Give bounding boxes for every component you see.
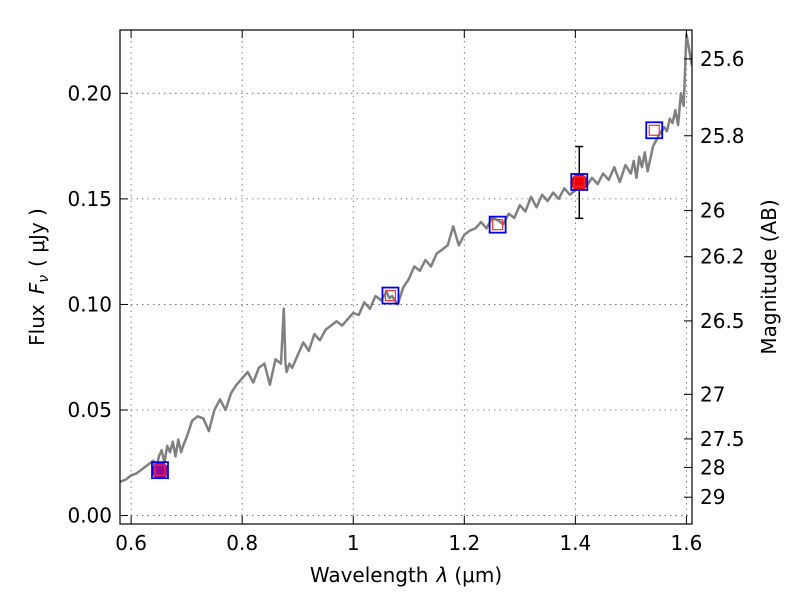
model-box xyxy=(381,286,400,305)
y2-axis-title: Magnitude (AB) xyxy=(757,199,781,354)
y2-tick-label: 26.2 xyxy=(700,245,745,269)
model-box-inner xyxy=(648,124,660,136)
y2-tick-label: 26.5 xyxy=(700,309,745,333)
x-tick-label: 1.6 xyxy=(671,531,703,555)
spectrum-line xyxy=(120,32,692,483)
y-tick-label: 0.20 xyxy=(67,81,112,105)
model-box-inner xyxy=(573,176,585,188)
plot-frame xyxy=(119,29,693,525)
y-tick-label: 0.15 xyxy=(67,187,112,211)
y2-tick-label: 27 xyxy=(700,382,725,406)
x-tick-label: 1.4 xyxy=(559,531,591,555)
plot-area xyxy=(120,32,692,483)
grid-lines xyxy=(120,30,692,524)
y-tick-label: 0.05 xyxy=(67,398,112,422)
y2-tick-label: 25.6 xyxy=(700,47,745,71)
model-box-inner xyxy=(384,289,397,302)
model-box xyxy=(570,173,589,191)
y2-tick-label: 28 xyxy=(700,455,725,479)
model-box-inner xyxy=(492,219,504,231)
y2-tick-label: 25.8 xyxy=(700,124,745,148)
x-tick-label: 1 xyxy=(347,531,360,555)
y-tick-label: 0.00 xyxy=(67,504,112,528)
y-tick-label: 0.10 xyxy=(67,292,112,316)
model-box xyxy=(488,215,507,234)
x-axis-title: Wavelength λ (μm) xyxy=(310,563,502,587)
model-box xyxy=(151,461,169,480)
y2-tick-label: 27.5 xyxy=(700,427,745,451)
axis-ticks: 0.6 0.8 1 1.2 1.4 1.6 0.00 0.05 0.10 0.15 0.20 25.6… xyxy=(67,30,745,555)
x-tick-label: 0.6 xyxy=(115,531,147,555)
model-box xyxy=(645,121,664,140)
y2-tick-label: 26 xyxy=(700,199,725,223)
model-box-inner xyxy=(154,464,166,476)
y-axis-title: FluxFν( μJy ) xyxy=(25,208,52,346)
x-tick-label: 1.2 xyxy=(448,531,480,555)
x-tick-label: 0.8 xyxy=(226,531,258,555)
y2-tick-label: 29 xyxy=(700,485,725,509)
